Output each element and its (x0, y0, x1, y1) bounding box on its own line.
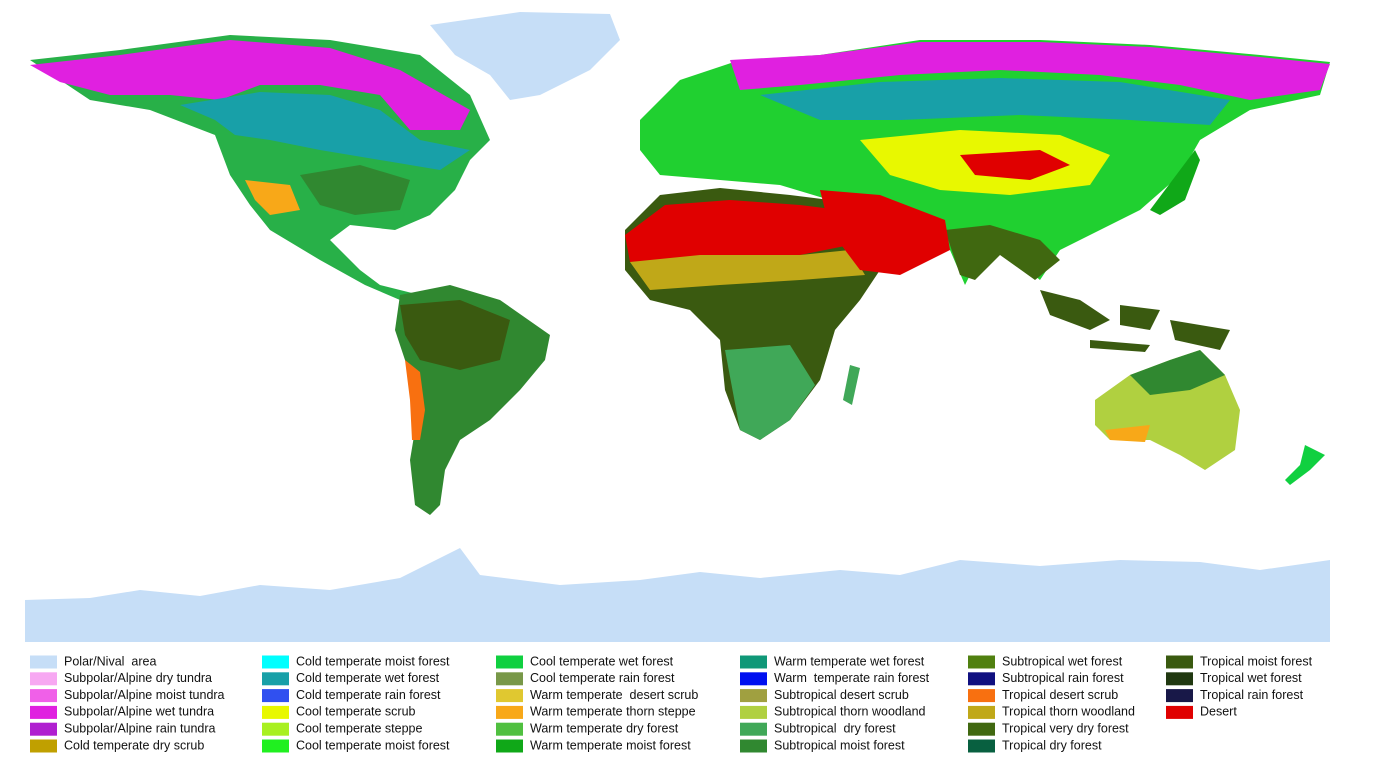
south-africa (725, 345, 815, 440)
legend-label: Tropical very dry forest (1002, 721, 1129, 735)
legend-label: Tropical thorn woodland (1002, 705, 1135, 719)
legend-swatch (740, 689, 767, 703)
boreal-na (180, 92, 470, 170)
legend-label: Warm temperate moist forest (530, 738, 691, 752)
legend-label: Tropical rain forest (1200, 688, 1304, 702)
amazon (400, 300, 510, 370)
legend-swatch (496, 705, 523, 719)
legend-label: Cool temperate steppe (296, 721, 423, 735)
legend-swatch (1166, 705, 1193, 719)
north-america (30, 35, 490, 312)
legend-label: Tropical moist forest (1200, 654, 1313, 668)
land (25, 12, 1330, 642)
madagascar (843, 365, 860, 405)
legend-swatch (30, 722, 57, 736)
legend-label: Subtropical desert scrub (774, 688, 909, 702)
legend-swatch (262, 722, 289, 736)
legend-label: Polar/Nival area (64, 654, 156, 668)
legend-swatch (496, 739, 523, 753)
legend-swatch (740, 672, 767, 686)
legend-label: Tropical dry forest (1002, 738, 1102, 752)
legend-swatch (740, 722, 767, 736)
legend-label: Subtropical wet forest (1002, 654, 1123, 668)
legend-label: Cool temperate scrub (296, 705, 416, 719)
boreal-eurasia (760, 78, 1230, 125)
legend-label: Subpolar/Alpine rain tundra (64, 721, 216, 735)
sahara (625, 200, 850, 262)
legend-swatch (968, 722, 995, 736)
legend-swatch (30, 655, 57, 669)
legend-label: Subpolar/Alpine wet tundra (64, 705, 214, 719)
legend-label: Subtropical rain forest (1002, 671, 1124, 685)
legend-swatch (1166, 672, 1193, 686)
legend-swatch (262, 739, 289, 753)
legend-swatch (968, 739, 995, 753)
legend-swatch (968, 705, 995, 719)
legend-label: Subpolar/Alpine dry tundra (64, 671, 212, 685)
legend-swatch (1166, 689, 1193, 703)
australia-north (1130, 350, 1225, 395)
legend-swatch (262, 655, 289, 669)
legend-swatch (30, 705, 57, 719)
legend-label: Subtropical thorn woodland (774, 705, 926, 719)
legend-label: Cool temperate wet forest (530, 654, 674, 668)
tundra-eurasia (730, 42, 1330, 100)
legend-swatch (30, 672, 57, 686)
legend-swatch (262, 672, 289, 686)
tundra-na (30, 40, 470, 130)
legend-swatch (496, 672, 523, 686)
legend-swatch (496, 655, 523, 669)
legend-label: Warm temperate thorn steppe (530, 705, 696, 719)
desert-asia (960, 150, 1070, 180)
sahel (630, 250, 865, 290)
scrub-na (245, 180, 300, 215)
arabia (820, 190, 950, 275)
legend-label: Cold temperate wet forest (296, 671, 440, 685)
legend-swatch (1166, 655, 1193, 669)
legend-swatch (30, 739, 57, 753)
legend-swatch (968, 655, 995, 669)
temperate-na (300, 165, 410, 215)
legend: Polar/Nival area Subpolar/Alpine dry tund… (30, 654, 1313, 753)
legend-swatch (262, 705, 289, 719)
legend-swatch (740, 705, 767, 719)
new-zealand (1285, 445, 1325, 485)
legend-label: Cold temperate moist forest (296, 654, 450, 668)
legend-label: Warm temperate desert scrub (530, 688, 698, 702)
greenland (430, 12, 620, 100)
legend-label: Warm temperate dry forest (530, 721, 679, 735)
legend-label: Subtropical dry forest (774, 721, 896, 735)
legend-swatch (968, 672, 995, 686)
andes (405, 360, 425, 440)
australia-south (1105, 425, 1150, 442)
japan (1150, 150, 1200, 215)
legend-swatch (968, 689, 995, 703)
antarctica (25, 548, 1330, 642)
legend-swatch (740, 655, 767, 669)
legend-label: Cool temperate rain forest (530, 671, 675, 685)
legend-swatch (496, 722, 523, 736)
legend-swatch (740, 739, 767, 753)
legend-label: Warm temperate wet forest (774, 654, 925, 668)
legend-label: Cool temperate moist forest (296, 738, 450, 752)
legend-label: Subtropical moist forest (774, 738, 905, 752)
legend-label: Tropical wet forest (1200, 671, 1302, 685)
indonesia (1040, 290, 1230, 352)
legend-label: Cold temperate dry scrub (64, 738, 204, 752)
tropical-asia (945, 225, 1060, 280)
legend-swatch (496, 689, 523, 703)
legend-label: Desert (1200, 705, 1237, 719)
legend-swatch (262, 689, 289, 703)
legend-label: Tropical desert scrub (1002, 688, 1118, 702)
legend-label: Cold temperate rain forest (296, 688, 441, 702)
legend-label: Subpolar/Alpine moist tundra (64, 688, 225, 702)
legend-label: Warm temperate rain forest (774, 671, 930, 685)
legend-swatch (30, 689, 57, 703)
